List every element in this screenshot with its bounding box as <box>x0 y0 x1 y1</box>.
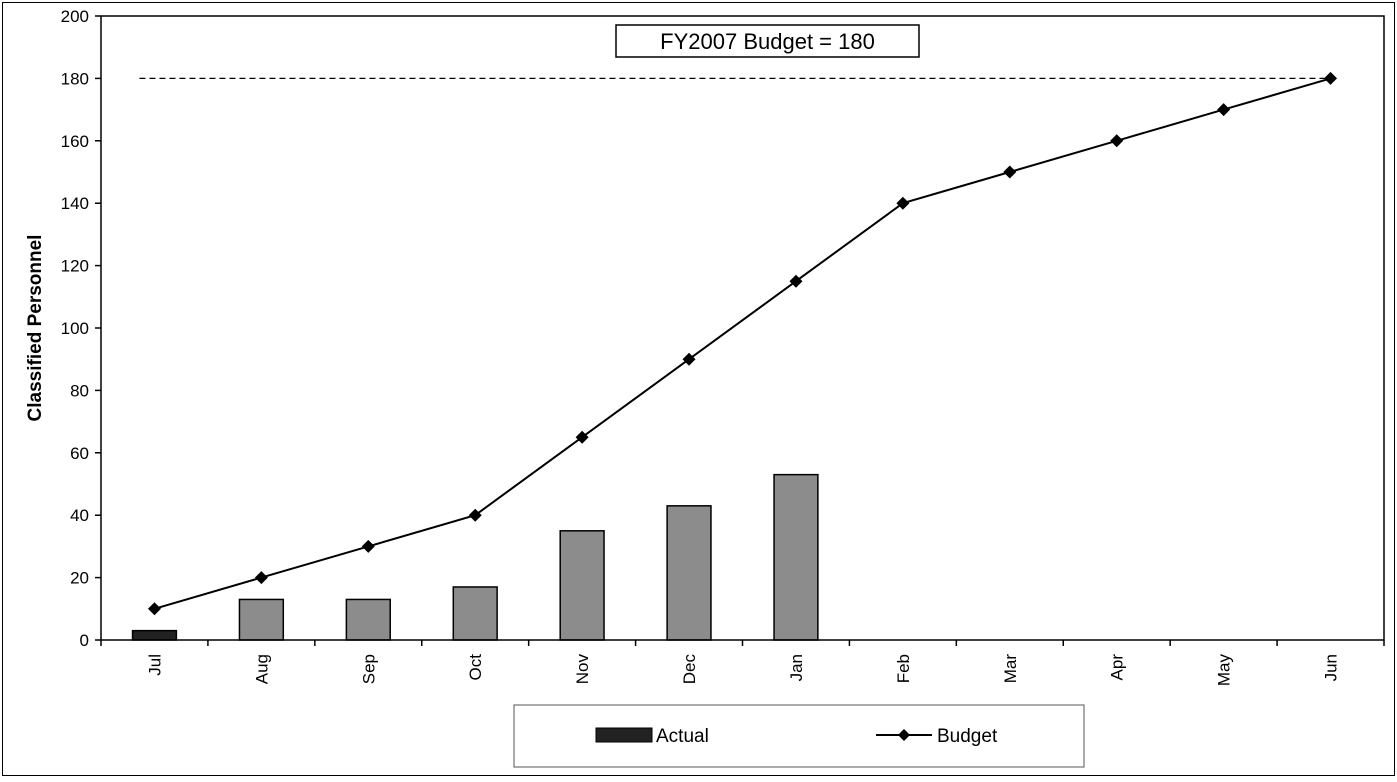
bar-actual-dec <box>666 505 712 641</box>
y-axis: 0 20 40 60 80 100 120 140 160 180 200 <box>61 7 101 650</box>
y-tick-label: 60 <box>70 444 89 463</box>
budget-point-aug <box>254 571 268 585</box>
y-tick-label: 20 <box>70 569 89 588</box>
x-tick-label: Jun <box>1322 654 1341 681</box>
budget-point-sep <box>361 539 375 553</box>
budget-point-may <box>1217 103 1231 117</box>
budget-point-dec <box>682 352 696 366</box>
x-tick-label: May <box>1215 654 1234 687</box>
legend-actual-swatch <box>595 727 653 743</box>
y-tick-label: 120 <box>61 257 89 276</box>
budget-point-jul <box>147 602 161 616</box>
y-tick-label: 180 <box>61 69 89 88</box>
x-tick-label: Oct <box>466 654 485 681</box>
y-tick-label: 40 <box>70 506 89 525</box>
y-tick-label: 100 <box>61 319 89 338</box>
budget-point-nov <box>575 430 589 444</box>
bar-actual-oct <box>452 586 498 641</box>
annotation-text: FY2007 Budget = 180 <box>660 29 875 54</box>
x-axis: Jul Aug Sep Oct Nov Dec Jan Feb Mar Apr May Jun <box>100 640 1385 687</box>
x-tick-label: Jan <box>787 654 806 681</box>
bar-actual-nov <box>559 530 605 641</box>
annotation-box <box>615 24 920 58</box>
budget-point-jun <box>1324 71 1338 85</box>
budget-point-oct <box>468 508 482 522</box>
y-tick-label: 0 <box>80 631 89 650</box>
budget-point-apr <box>1110 134 1124 148</box>
budget-point-mar <box>1003 165 1017 179</box>
actual-bars <box>131 473 819 641</box>
budget-point-jan <box>789 274 803 288</box>
x-tick-label: Apr <box>1108 654 1127 681</box>
plot-area <box>100 15 1385 641</box>
y-tick-label: 160 <box>61 132 89 151</box>
x-tick-label: Aug <box>252 654 271 684</box>
budget-series-line <box>154 77 1331 610</box>
legend-budget-marker <box>898 729 910 741</box>
x-tick-label: Feb <box>894 654 913 683</box>
bar-actual-jul <box>131 629 178 641</box>
legend-actual-label: Actual <box>656 726 709 747</box>
legend-budget-label: Budget <box>937 726 998 747</box>
x-tick-label: Sep <box>359 654 378 684</box>
bar-actual-sep <box>345 598 391 641</box>
y-tick-label: 140 <box>61 194 89 213</box>
x-tick-label: Dec <box>680 654 699 685</box>
y-tick-label: 200 <box>61 7 89 26</box>
budget-point-feb <box>896 196 910 210</box>
y-axis-label: Classified Personnel <box>25 235 46 422</box>
x-tick-label: Mar <box>1001 654 1020 684</box>
y-tick-label: 80 <box>70 381 89 400</box>
x-tick-label: Nov <box>573 654 592 685</box>
x-tick-label: Jul <box>145 654 164 676</box>
bar-actual-jan <box>773 473 819 641</box>
bar-actual-aug <box>238 598 285 641</box>
budget-line <box>147 71 1338 616</box>
